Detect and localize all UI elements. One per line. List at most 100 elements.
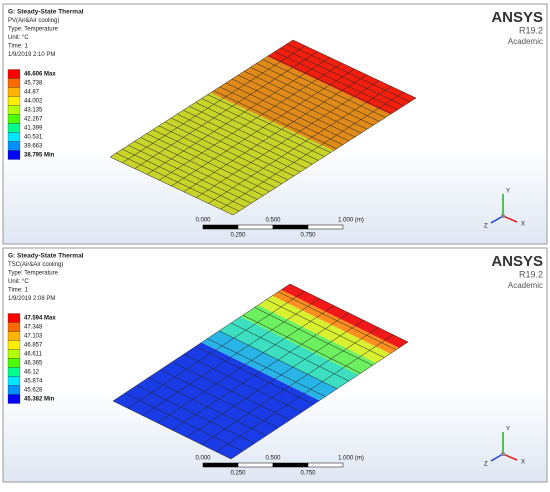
mesh-line [158,125,282,185]
legend-label: 45.874 [24,379,43,385]
axis-label: Z [484,224,488,230]
scale-label: 0.750 [300,233,316,239]
axis-x [502,215,518,223]
mesh-line [134,141,258,200]
legend-label: 42.267 [24,117,43,123]
mesh-line [280,47,404,107]
header-line: Type: Temperature [8,271,59,277]
scale-bar-segment [307,224,344,230]
axis-x [502,453,518,461]
header-line: G: Steady-State Thermal [8,9,84,16]
logo-edition: Academic [508,281,543,290]
legend-label: 46.365 [24,361,43,367]
mesh-line [142,298,320,416]
scale-label: 1.000 (m) [338,456,364,462]
header-line: Time: 1 [8,44,28,50]
mesh-line [148,377,267,436]
scale-bar-segment [202,224,239,230]
scale-bar-segment [272,462,309,468]
mesh-line [176,113,301,173]
mesh-line [292,39,417,99]
legend-label: 47.348 [24,325,43,331]
legend-swatch [7,322,21,332]
mesh-line [160,369,279,429]
mesh-line [268,55,392,114]
header-line: Type: Temperature [8,27,59,33]
legend-swatch [7,69,21,79]
legend-label: 39.663 [24,144,43,150]
logo: ANSYS [491,253,543,270]
legend-swatch [7,331,21,341]
mesh-line [219,330,338,390]
mesh-line [189,106,313,165]
mesh-line [195,346,314,405]
legend-label: 44.002 [24,99,43,105]
mesh-line [152,129,276,188]
mesh-line [244,70,368,130]
legend-swatch [7,123,21,133]
legend-swatch [7,385,21,395]
scale-bar-segment [202,462,239,468]
mesh-line [216,334,394,452]
mesh-line [207,94,331,153]
mesh-line [207,338,326,397]
mesh-line [256,63,380,122]
axis-label: Z [484,462,488,468]
mesh-line [213,90,337,149]
mesh-line [286,43,411,103]
legend-swatch [7,150,21,160]
legend-label: 46.857 [24,343,43,349]
header-line: TSC(Air&Air cooling) [8,262,63,268]
legend-swatch [7,349,21,359]
mesh-line [250,67,374,126]
mesh-line [140,137,264,196]
mesh-line [164,121,289,181]
mesh-line [171,312,350,431]
legend-swatch [7,96,21,106]
mesh-line [183,353,302,413]
mesh-line [136,385,255,444]
legend-label: 41.399 [24,126,43,132]
panel: G: Steady-State Thermal TSC(Air&Air cooli… [2,247,548,483]
legend-label: 40.531 [24,135,43,141]
header-line: 1/9/2019 2:10 PM [8,52,55,58]
legend-swatch [7,114,21,124]
legend-label: 45.738 [24,81,43,87]
mesh-line [124,392,243,452]
legend-label: 47.103 [24,334,43,340]
logo-edition: Academic [508,37,543,46]
legend-swatch [7,358,21,368]
logo: ANSYS [491,9,543,26]
legend-label: 47.594 Max [24,316,56,322]
mesh-line [201,98,325,157]
header-line: Unit: °C [8,279,29,285]
header-line: Time: 1 [8,288,28,294]
legend-label: 45.628 [24,388,43,394]
mesh-line [219,86,343,146]
legend-swatch [7,132,21,142]
mesh-line [266,299,385,358]
scale-bar-segment [272,224,309,230]
mesh-line [231,78,356,138]
scale-bar-segment [237,462,274,468]
mesh-line [112,283,291,402]
mesh-line [195,102,319,161]
mesh-line [146,133,270,192]
axis-label: Y [506,427,510,433]
mesh-line [230,341,409,460]
scale-label: 0.500 [265,456,281,462]
mesh-line [254,307,373,366]
legend-swatch [7,87,21,97]
header-line: G: Steady-State Thermal [8,253,84,260]
mesh-line [274,51,398,110]
mesh-line [128,145,252,204]
scale-label: 0.500 [265,218,281,224]
mesh-line [170,117,295,177]
legend-swatch [7,340,21,350]
legend-swatch [7,78,21,88]
legend-swatch [7,313,21,323]
legend-label: 46.611 [24,352,43,358]
mesh-line [237,74,362,134]
